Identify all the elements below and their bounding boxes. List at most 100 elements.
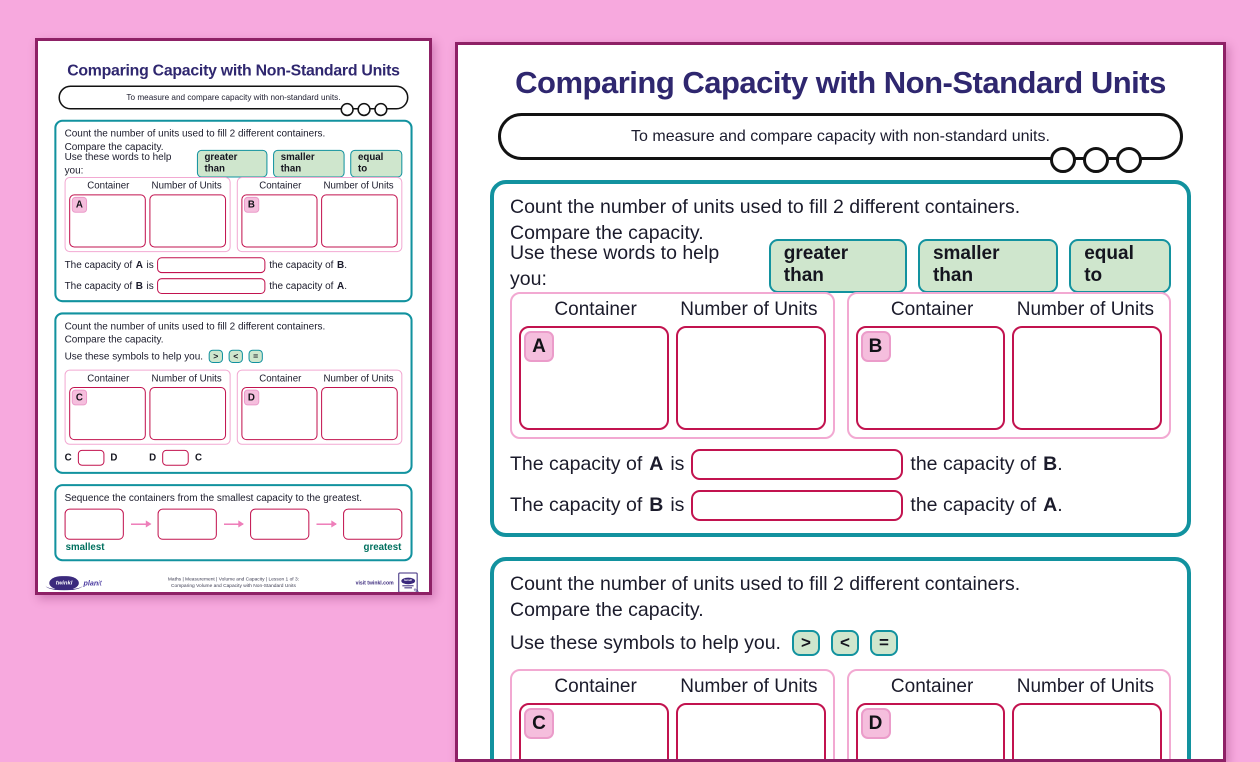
answer-box[interactable] bbox=[157, 278, 266, 295]
table-header-container: Container bbox=[554, 299, 637, 320]
units-cell[interactable] bbox=[675, 703, 826, 759]
container-label-chip: A bbox=[71, 196, 88, 213]
worksheet-title: Comparing Capacity with Non-Standard Uni… bbox=[515, 65, 1166, 100]
table-header-units: Number of Units bbox=[323, 180, 394, 192]
capacity-table: Container Number of Units C bbox=[510, 669, 835, 759]
container-cell[interactable]: C bbox=[69, 387, 146, 441]
arrow-right-icon bbox=[131, 520, 152, 528]
container-cell[interactable]: C bbox=[519, 703, 669, 759]
units-cell[interactable] bbox=[149, 194, 226, 248]
answer-box[interactable] bbox=[691, 449, 904, 480]
pencil-icon: ✎ bbox=[412, 586, 421, 592]
units-cell[interactable] bbox=[1012, 703, 1162, 759]
learning-objective-pill: To measure and compare capacity with non… bbox=[498, 113, 1183, 173]
sentence-text: . bbox=[344, 280, 347, 292]
word-bank-button[interactable]: equal to bbox=[1069, 239, 1171, 293]
capacity-sentence: The capacity of A is the capacity of B . bbox=[64, 257, 403, 274]
table-header-container: Container bbox=[87, 373, 130, 384]
badge-line bbox=[404, 587, 412, 589]
container-letter: C bbox=[194, 452, 202, 463]
instruction-line: Use these symbols to help you. bbox=[64, 350, 204, 362]
word-bank-button[interactable]: greater than bbox=[768, 239, 907, 293]
instruction-line: Compare the capacity. bbox=[64, 141, 164, 153]
capacity-sentence: The capacity of B is the capacity of A . bbox=[64, 278, 403, 295]
container-cell[interactable]: D bbox=[241, 387, 318, 441]
twinkl-badge: twinkl ✎ bbox=[398, 572, 421, 592]
container-letter: B bbox=[135, 280, 143, 292]
sentence-text: the capacity of bbox=[910, 453, 1037, 475]
symbol-bank-button[interactable]: > bbox=[791, 630, 820, 656]
word-bank-button[interactable]: greater than bbox=[196, 149, 268, 178]
self-assessment-circle bbox=[340, 102, 354, 117]
container-label-chip: A bbox=[524, 331, 554, 362]
self-assessment-circle bbox=[1083, 147, 1109, 173]
sequence-box[interactable] bbox=[64, 508, 124, 540]
capacity-table: Container Number of Units B bbox=[846, 292, 1171, 439]
sequence-label-greatest: greatest bbox=[363, 541, 402, 553]
word-bank-button[interactable]: equal to bbox=[350, 149, 403, 178]
instruction-line: Compare the capacity. bbox=[510, 222, 704, 244]
sentence-text: The capacity of bbox=[64, 280, 133, 292]
footer-credit: Maths | Measurement | Volume and Capacit… bbox=[149, 576, 318, 589]
container-label-chip: C bbox=[71, 389, 88, 406]
container-letter: A bbox=[135, 259, 143, 271]
container-label-chip: D bbox=[243, 389, 260, 406]
instruction-line: Use these words to help you: bbox=[510, 242, 720, 290]
comparison-answer-box[interactable] bbox=[162, 449, 189, 466]
symbol-bank-button[interactable]: = bbox=[869, 630, 898, 656]
container-letter: D bbox=[149, 452, 157, 463]
container-cell[interactable]: B bbox=[855, 326, 1006, 430]
instruction-line: Use these words to help you: bbox=[64, 151, 172, 176]
sequence-box[interactable] bbox=[250, 508, 310, 540]
container-cell[interactable]: A bbox=[519, 326, 669, 430]
worksheet-footer: twinkl planit Maths | Measurement | Volu… bbox=[45, 572, 421, 592]
units-cell[interactable] bbox=[321, 194, 398, 248]
capacity-sentence: The capacity of B is the capacity of A . bbox=[510, 490, 1171, 521]
units-cell[interactable] bbox=[1012, 326, 1162, 430]
container-letter: B bbox=[649, 494, 664, 516]
sentence-text: is bbox=[670, 494, 685, 516]
badge-line bbox=[402, 585, 414, 587]
section-compare-words: Count the number of units used to fill 2… bbox=[54, 119, 413, 303]
table-header-units: Number of Units bbox=[680, 299, 818, 320]
capacity-table: Container Number of Units B bbox=[236, 176, 403, 253]
units-cell[interactable] bbox=[149, 387, 226, 441]
section-sequence: Sequence the containers from the smalles… bbox=[54, 484, 413, 562]
table-header-container: Container bbox=[87, 180, 130, 192]
sentence-text: . bbox=[344, 259, 347, 271]
self-assessment-circle bbox=[357, 102, 371, 117]
answer-box[interactable] bbox=[157, 257, 266, 274]
visit-link: visit twinkl.com bbox=[355, 579, 394, 586]
units-cell[interactable] bbox=[675, 326, 826, 430]
word-bank-button[interactable]: smaller than bbox=[917, 239, 1059, 293]
symbol-bank-button[interactable]: < bbox=[228, 349, 243, 364]
sentence-text: The capacity of bbox=[64, 259, 133, 271]
symbol-bank-button[interactable]: < bbox=[830, 630, 859, 656]
answer-box[interactable] bbox=[691, 490, 904, 521]
container-label-chip: B bbox=[243, 196, 260, 213]
container-cell[interactable]: A bbox=[69, 194, 146, 248]
instruction-line: Count the number of units used to fill 2… bbox=[510, 573, 1021, 595]
capacity-sentence: The capacity of A is the capacity of B . bbox=[510, 449, 1171, 480]
container-cell[interactable]: B bbox=[241, 194, 318, 248]
container-letter: C bbox=[64, 452, 72, 463]
container-cell[interactable]: D bbox=[855, 703, 1006, 759]
comparison-answer-box[interactable] bbox=[77, 449, 105, 466]
capacity-table: Container Number of Units D bbox=[236, 369, 403, 445]
sentence-text: is bbox=[146, 259, 154, 271]
sequence-box[interactable] bbox=[343, 508, 403, 540]
capacity-table: Container Number of Units A bbox=[64, 176, 231, 253]
units-cell[interactable] bbox=[321, 387, 398, 441]
learning-objective-pill: To measure and compare capacity with non… bbox=[58, 85, 409, 117]
symbol-bank-button[interactable]: > bbox=[208, 349, 223, 364]
symbol-bank-button[interactable]: = bbox=[248, 349, 263, 364]
instruction-line: Count the number of units used to fill 2… bbox=[64, 127, 326, 140]
table-header-container: Container bbox=[554, 676, 637, 697]
container-letter: B bbox=[1043, 453, 1058, 475]
instruction-line: Compare the capacity. bbox=[510, 599, 704, 621]
word-bank-button[interactable]: smaller than bbox=[273, 149, 345, 178]
twinkl-badge-logo: twinkl bbox=[401, 577, 415, 585]
sentence-text: is bbox=[146, 280, 154, 292]
sequence-box[interactable] bbox=[157, 508, 217, 540]
sentence-text: The capacity of bbox=[510, 494, 643, 516]
